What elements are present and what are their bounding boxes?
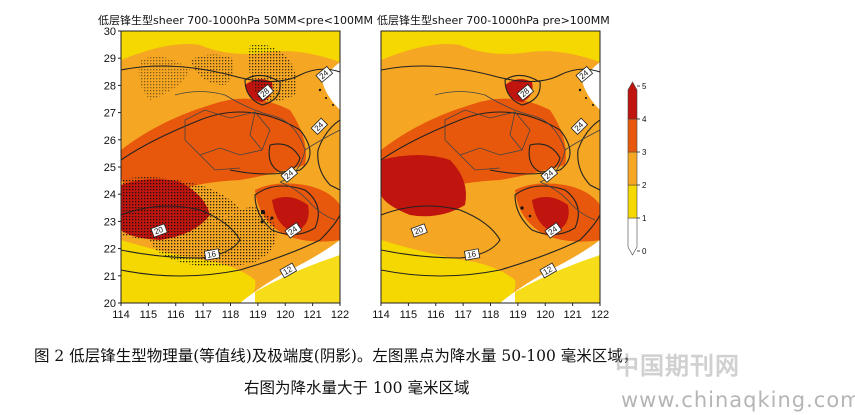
x-tick-label: 114 [372, 309, 390, 321]
x-tick-label: 119 [509, 309, 527, 321]
x-tick-label: 121 [303, 309, 321, 321]
watermark-url: www.chinaqking.com [621, 388, 855, 412]
left-contour-labels: 20 16 12 24 28 24 24 24 [150, 65, 334, 279]
colorbar-tick-label: 1 [642, 214, 647, 223]
y-tick-label: 20 [104, 298, 116, 310]
y-tick-label: 23 [104, 216, 116, 228]
colorbar-tick-label: 3 [642, 148, 647, 157]
colorbar-segment [627, 217, 638, 256]
colorbar-segment [627, 81, 638, 120]
x-tick-label: 122 [331, 309, 349, 321]
figure-caption-line1: 图 2 低层锋生型物理量(等值线)及极端度(阴影)。左图黑点为降水量 50-10… [34, 347, 639, 365]
right-map: 20 16 12 24 28 24 24 24 [381, 31, 600, 303]
x-tick-label: 121 [563, 309, 581, 321]
colorbar-segment [627, 118, 638, 153]
left-y-ticks: 20 21 22 23 24 25 26 27 28 29 30 [104, 26, 121, 310]
x-tick-label: 117 [194, 309, 212, 321]
x-tick-label: 114 [112, 309, 130, 321]
x-tick-label: 116 [427, 309, 445, 321]
left-panel-title: 低层锋生型sheer 700-1000hPa 50MM<pre<100MM [98, 13, 373, 27]
right-panel: 低层锋生型sheer 700-1000hPa pre>100MM [372, 13, 610, 321]
left-x-ticks: 114 115 116 117 118 119 120 121 122 [112, 303, 349, 321]
contour-label: 16 [466, 249, 477, 260]
x-tick-label: 122 [591, 309, 609, 321]
colorbar: 0 1 2 3 4 5 [627, 81, 647, 256]
right-x-ticks: 114 115 116 117 118 119 120 121 122 [372, 303, 609, 321]
x-tick-label: 117 [454, 309, 472, 321]
contour-label: 20 [153, 225, 165, 237]
x-tick-label: 118 [222, 309, 240, 321]
colorbar-segment [627, 184, 638, 219]
contour-label: 16 [206, 249, 217, 260]
x-tick-label: 115 [400, 309, 418, 321]
x-tick-label: 116 [167, 309, 185, 321]
left-panel: 低层锋生型sheer 700-1000hPa 50MM<pre<100MM [98, 13, 373, 321]
left-map: 20 16 12 24 28 24 24 24 [121, 31, 340, 303]
y-tick-label: 29 [104, 53, 116, 65]
right-panel-title: 低层锋生型sheer 700-1000hPa pre>100MM [377, 13, 610, 27]
contour-label: 20 [413, 225, 425, 237]
x-tick-label: 120 [276, 309, 294, 321]
y-tick-label: 30 [104, 26, 116, 38]
colorbar-segment [627, 151, 638, 186]
x-tick-label: 120 [536, 309, 554, 321]
y-tick-label: 24 [104, 189, 116, 201]
x-tick-label: 115 [140, 309, 158, 321]
figure: 低层锋生型sheer 700-1000hPa 50MM<pre<100MM [98, 13, 647, 321]
colorbar-tick-label: 5 [642, 82, 647, 91]
x-tick-label: 118 [482, 309, 500, 321]
y-tick-label: 25 [104, 162, 116, 174]
colorbar-tick-label: 0 [642, 247, 647, 256]
y-tick-label: 21 [104, 271, 116, 283]
colorbar-tick-label: 2 [642, 181, 647, 190]
x-tick-label: 119 [249, 309, 267, 321]
right-contour-labels: 20 16 12 24 28 24 24 24 [410, 65, 594, 279]
figure-caption-line2: 右图为降水量大于 100 毫米区域 [244, 379, 470, 397]
watermark-cn: 中国期刊网 [615, 352, 740, 380]
y-tick-label: 27 [104, 108, 116, 120]
y-tick-label: 28 [104, 80, 116, 92]
colorbar-tick-label: 4 [642, 115, 647, 124]
y-tick-label: 22 [104, 244, 116, 256]
y-tick-label: 26 [104, 135, 116, 147]
